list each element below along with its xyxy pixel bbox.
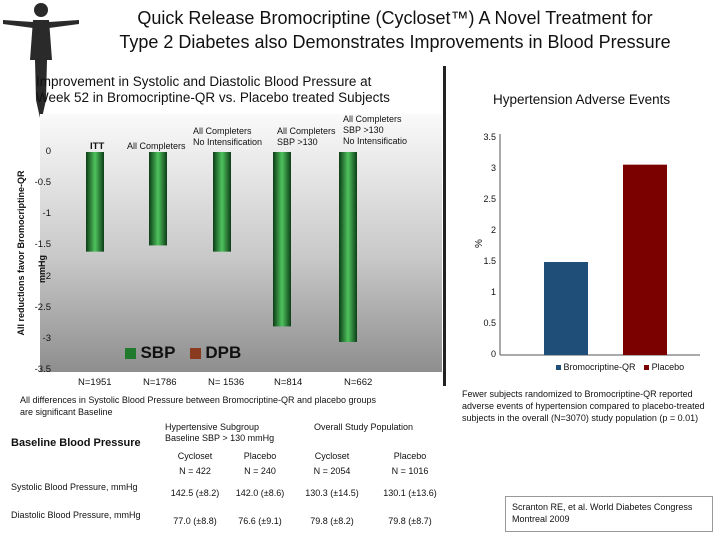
left-y-tick: -3.5 — [34, 364, 51, 375]
row-dbp-label: Diastolic Blood Pressure, mmHg — [11, 510, 141, 520]
sbp-swatch — [125, 348, 136, 360]
row-dbp-v1: 77.0 (±8.8) — [173, 516, 217, 526]
legend-placebo: Placebo — [651, 362, 685, 372]
col-placebo-2: Placebo — [393, 451, 427, 461]
group-label-sbp130-no-intens: All Completers SBP >130 No Intensificati… — [343, 114, 407, 147]
group-label-5-line1: All Completers — [343, 114, 402, 124]
bromo-swatch — [556, 365, 561, 371]
bromocriptine-bar — [544, 262, 588, 355]
row-sbp-v2: 142.0 (±8.6) — [235, 488, 285, 498]
row-dbp-v2: 76.6 (±9.1) — [238, 516, 282, 526]
sbp-bar — [339, 152, 357, 342]
right-y-tick: 1.5 — [483, 256, 496, 266]
vertical-divider — [443, 66, 446, 386]
right-y-tick: 3.5 — [483, 132, 496, 142]
group-label-5-line2: SBP >130 — [343, 125, 384, 135]
table-row-header: Baseline Blood Pressure — [11, 437, 141, 449]
sbp-bar — [86, 152, 104, 252]
left-y-tick: -2.5 — [34, 301, 51, 313]
placebo-swatch — [644, 365, 650, 371]
row-sbp-v4: 130.1 (±13.6) — [383, 488, 437, 498]
left-legend: SBP DPB — [125, 343, 241, 363]
left-chart-title-line-1: Improvement in Systolic and Diastolic Bl… — [36, 74, 372, 89]
table-group1: Hypertensive Subgroup Baseline SBP > 130… — [165, 422, 275, 443]
sbp-bar — [213, 152, 231, 252]
left-chart-title: Improvement in Systolic and Diastolic Bl… — [36, 74, 390, 106]
title-line-2: Type 2 Diabetes also Demonstrates Improv… — [119, 32, 671, 52]
legend-bromo: Bromocriptine-QR — [563, 362, 636, 372]
page-title: Quick Release Bromocriptine (Cycloset™) … — [70, 6, 720, 54]
row-dbp-v3: 79.8 (±8.2) — [310, 516, 354, 526]
right-y-tick: 2.5 — [483, 194, 496, 204]
left-chart-panel — [40, 114, 442, 372]
right-y-tick: 3 — [490, 163, 496, 173]
legend-dpb: DPB — [205, 343, 242, 362]
n-label-4: N=814 — [274, 377, 303, 388]
col-placebo-1: Placebo — [243, 451, 277, 461]
dpb-swatch — [189, 348, 201, 360]
col-cycloset-1: Cycloset — [177, 451, 213, 461]
left-y-tick: -0.5 — [34, 177, 51, 189]
group-label-all-completers: All Completers — [127, 141, 186, 151]
n-placebo-2: N = 1016 — [391, 466, 429, 476]
n-label-5: N=662 — [344, 377, 373, 388]
right-y-tick: 1 — [490, 287, 496, 297]
n-label-1: N=1951 — [78, 377, 112, 388]
left-y-tick: -2 — [42, 270, 51, 282]
row-sbp-label: Systolic Blood Pressure, mmHg — [11, 482, 138, 492]
left-y-tick: -1 — [42, 208, 51, 220]
n-label-2: N=1786 — [143, 377, 177, 388]
placebo-bar — [623, 164, 667, 355]
left-y-tick: -3 — [42, 332, 51, 344]
group-label-itt: ITT — [90, 141, 105, 152]
legend-sbp: SBP — [140, 343, 176, 362]
row-sbp-v3: 130.3 (±14.5) — [305, 488, 359, 498]
footnote-right: Fewer subjects randomized to Bromocripti… — [462, 389, 705, 423]
right-y-tick: 2 — [490, 225, 496, 235]
n-label-3: N= 1536 — [208, 377, 245, 388]
row-sbp-v1: 142.5 (±8.2) — [170, 488, 220, 498]
right-y-tick: 0.5 — [483, 318, 496, 328]
n-cycloset-1: N = 422 — [179, 466, 211, 476]
left-y-tick: -1.5 — [34, 239, 51, 251]
human-figure-logo — [3, 3, 79, 118]
sbp-bar — [273, 152, 291, 327]
row-dbp-v4: 79.8 (±8.7) — [388, 516, 432, 526]
title-line-1: Quick Release Bromocriptine (Cycloset™) … — [137, 8, 653, 28]
table-group2: Overall Study Population — [314, 422, 414, 432]
group-label-5-line3: No Intensificatio — [343, 136, 408, 146]
citation: Scranton RE, et al. World Diabetes Congr… — [512, 502, 693, 524]
group-label-3-line2: No Intensification — [193, 137, 263, 147]
n-cycloset-2: N = 2054 — [313, 466, 351, 476]
left-y-tick: 0 — [45, 146, 51, 157]
citation-box: Scranton RE, et al. World Diabetes Congr… — [505, 496, 713, 532]
group-label-no-intensification: All Completers No Intensification — [193, 126, 262, 148]
n-placebo-1: N = 240 — [244, 466, 276, 476]
right-chart-title: Hypertension Adverse Events — [493, 92, 671, 107]
group-label-3-line1: All Completers — [193, 126, 252, 136]
group-label-sbp130: All Completers SBP >130 — [277, 126, 336, 148]
sbp-bar — [149, 152, 167, 246]
left-chart-title-line-2: Week 52 in Bromocriptine-QR vs. Placebo … — [36, 90, 390, 105]
group-label-4-line2: SBP >130 — [277, 137, 318, 147]
col-cycloset-2: Cycloset — [314, 451, 350, 461]
group-label-4-line1: All Completers — [277, 126, 336, 136]
right-legend: Bromocriptine-QR Placebo — [556, 362, 684, 372]
footnote-left: All differences in Systolic Blood Pressu… — [20, 395, 377, 417]
right-y-tick: 0 — [490, 349, 496, 359]
